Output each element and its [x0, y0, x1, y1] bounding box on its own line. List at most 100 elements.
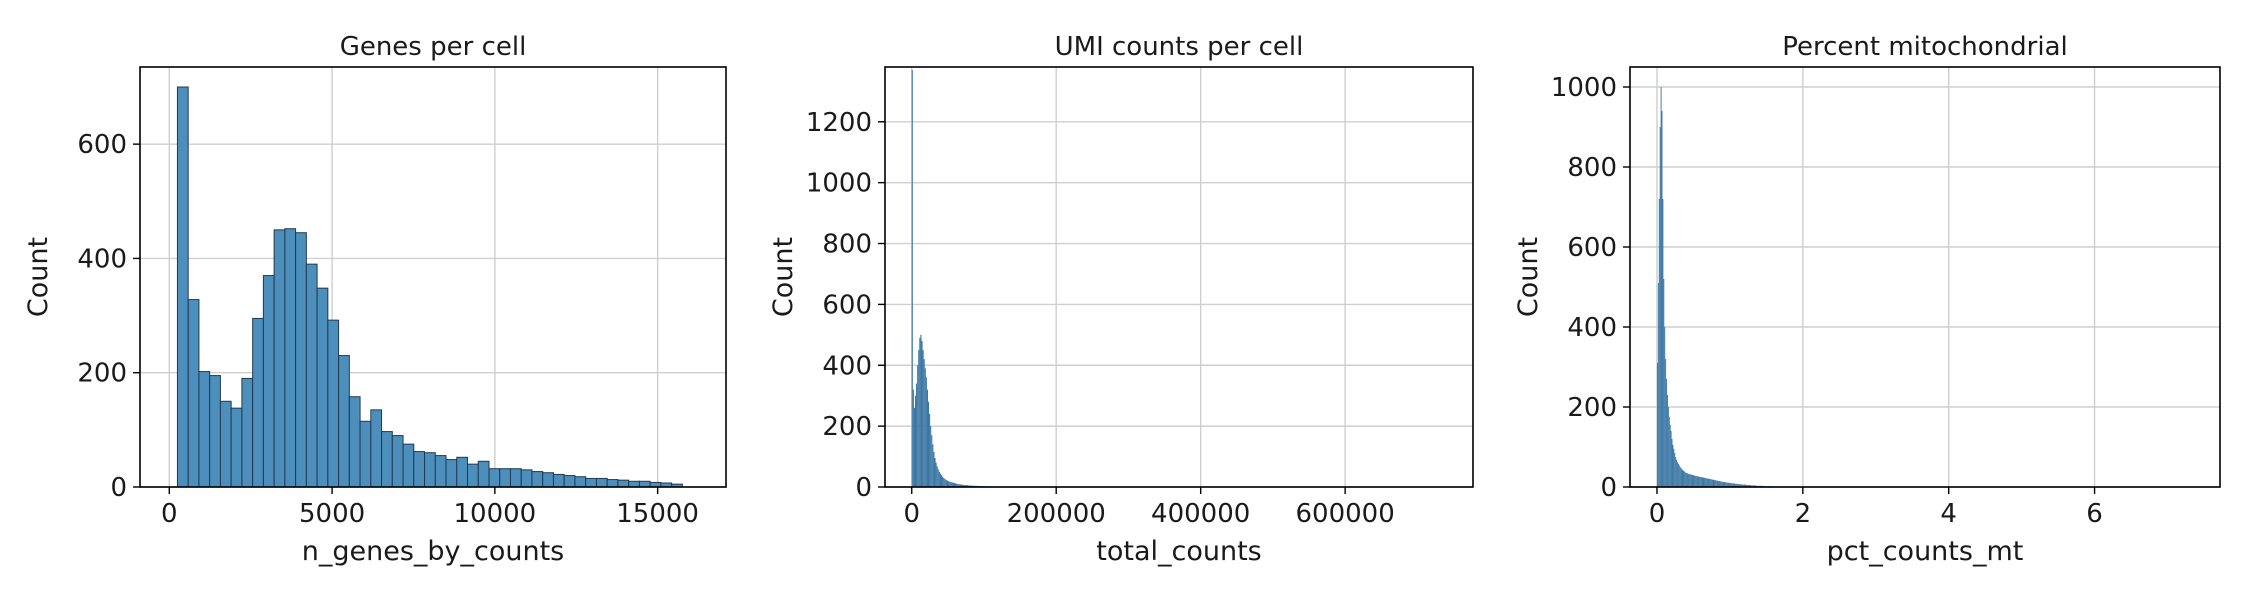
y-tick-label: 1000	[806, 169, 872, 199]
histogram-bar	[1697, 476, 1699, 487]
histogram-bar	[1719, 481, 1721, 487]
histogram-bar	[937, 469, 939, 487]
histogram-bar	[1680, 468, 1682, 487]
histogram-bar	[936, 466, 938, 487]
histogram-bar	[944, 478, 946, 487]
histogram-bar	[1728, 482, 1730, 487]
ticks: 0 200000 400000 600000 0 200 400 600 800 1000 1200	[806, 108, 1395, 529]
histogram-bar	[531, 471, 544, 488]
axes-frame	[1629, 66, 2221, 488]
histogram-bar	[1676, 459, 1678, 487]
histogram-bar	[1731, 483, 1733, 487]
histogram-bar	[920, 334, 922, 487]
histogram-bar	[1687, 473, 1688, 487]
histogram-bar	[911, 70, 913, 487]
histogram-bar	[509, 468, 522, 488]
histogram-bar	[1715, 480, 1717, 487]
histogram-bar	[932, 444, 934, 487]
histogram-bars	[911, 70, 1010, 487]
histogram-bar	[966, 485, 969, 487]
histogram-bar	[1681, 469, 1683, 487]
histogram-bar	[1720, 481, 1722, 487]
histogram-bar	[1749, 485, 1751, 487]
histogram-bar	[917, 365, 919, 487]
chart-title: Genes per cell	[340, 32, 527, 62]
histogram-bar	[1743, 484, 1745, 487]
histogram-bar	[1707, 478, 1709, 487]
y-tick-label: 1200	[806, 108, 872, 138]
histogram-bar	[1718, 481, 1719, 487]
histogram-bar	[924, 368, 926, 487]
histogram-bar	[961, 484, 963, 487]
histogram-bar	[1684, 471, 1686, 487]
histogram-bar	[1657, 283, 1659, 487]
histogram-bar	[1713, 479, 1715, 487]
histogram-bar	[1727, 482, 1729, 487]
histogram-bar	[923, 359, 925, 487]
histogram-bar	[1698, 476, 1700, 487]
histogram-bar	[467, 463, 479, 488]
histogram-bar	[945, 479, 947, 487]
histogram-bar	[962, 484, 964, 487]
y-tick-label: 400	[1567, 313, 1617, 343]
histogram-bar	[219, 400, 232, 488]
histogram-bar	[1741, 484, 1743, 487]
histogram-bar	[1740, 484, 1742, 487]
histogram-bar	[939, 473, 941, 487]
histogram-bar	[951, 482, 953, 487]
histogram-bar	[1733, 483, 1735, 487]
histogram-bar	[1660, 87, 1662, 487]
y-tick-label: 600	[1567, 233, 1617, 263]
histogram-bar	[1706, 478, 1708, 487]
histogram-bar	[1688, 474, 1690, 487]
histogram-bar	[953, 483, 956, 487]
y-tick-label: 200	[822, 412, 872, 442]
histogram-bar	[1729, 483, 1731, 487]
x-axis-label: total_counts	[1096, 536, 1261, 567]
histogram-bar	[424, 452, 436, 488]
histogram-bar	[434, 455, 447, 488]
histogram-bar	[1722, 481, 1724, 487]
histogram-bar	[963, 484, 965, 487]
histogram-bar	[1714, 480, 1716, 487]
histogram-bar	[918, 350, 920, 487]
x-tick-label: 2	[1795, 499, 1812, 529]
histogram-bar	[617, 479, 630, 488]
histogram-bar	[950, 482, 952, 487]
histogram-bar	[1726, 482, 1728, 487]
histogram-bar	[1687, 473, 1689, 487]
histogram-bar	[1729, 483, 1730, 487]
histogram-bar	[1738, 484, 1740, 487]
y-tick-label: 0	[1600, 473, 1617, 503]
histogram-bar	[1749, 485, 1750, 487]
x-tick-label: 200000	[1007, 499, 1106, 529]
histogram-bar	[1716, 480, 1718, 487]
histogram-bar	[1677, 463, 1679, 487]
histogram-bar	[370, 409, 383, 488]
y-tick-label: 1000	[1551, 73, 1617, 103]
histogram-bar	[1704, 477, 1706, 487]
histogram-bar	[926, 389, 928, 487]
axes-frame	[139, 66, 727, 488]
histogram-bar	[1710, 479, 1712, 487]
histogram-bar	[1667, 395, 1668, 487]
y-tick-label: 200	[77, 359, 127, 389]
histogram-bar	[959, 484, 961, 487]
histogram-bar	[391, 435, 404, 488]
y-tick-label: 800	[1567, 153, 1617, 183]
histogram-bar	[1665, 359, 1667, 487]
histogram-bar	[925, 377, 927, 487]
histogram-bar	[1693, 475, 1695, 487]
histogram-bar	[1658, 199, 1660, 487]
x-axis-label: n_genes_by_counts	[302, 536, 565, 567]
x-tick-label: 10000	[453, 499, 536, 529]
x-tick-label: 0	[1649, 499, 1666, 529]
y-tick-label: 0	[110, 473, 127, 503]
x-tick-label: 5000	[299, 499, 365, 529]
histogram-bar	[1679, 467, 1681, 487]
histogram-bar	[381, 431, 393, 488]
histogram-bar	[585, 477, 597, 488]
histogram-bar	[912, 389, 914, 487]
histogram-bar	[929, 413, 931, 487]
